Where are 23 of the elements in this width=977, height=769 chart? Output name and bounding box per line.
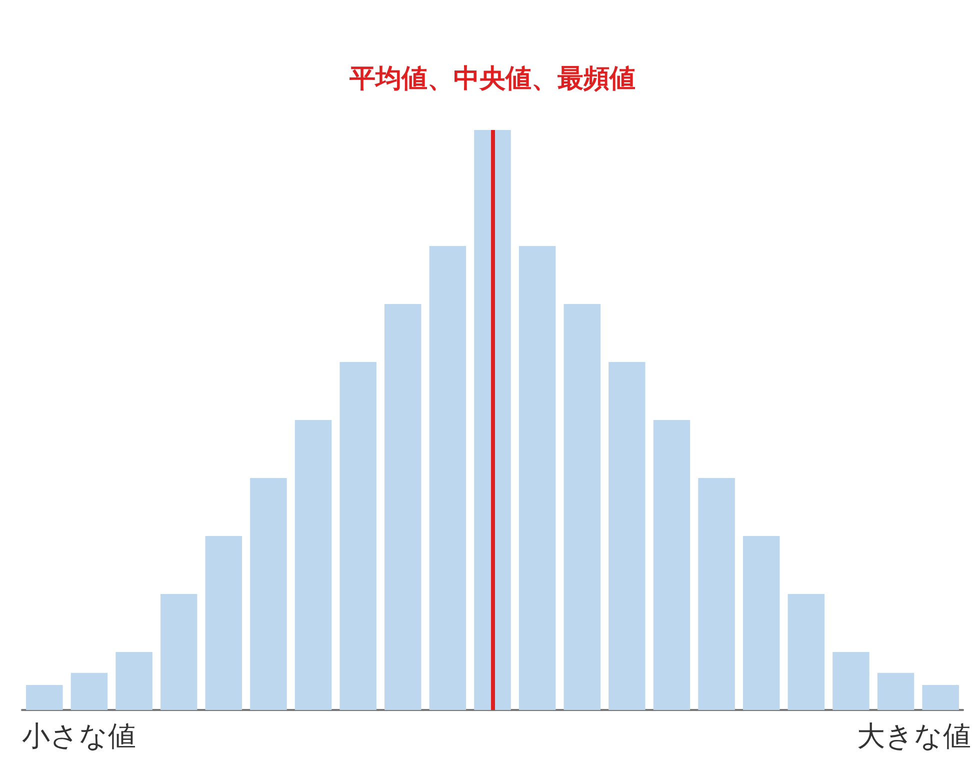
bar — [922, 685, 959, 710]
bar — [564, 304, 600, 710]
text: 平均値、中央値、最頻値 — [348, 64, 636, 94]
bar — [160, 594, 198, 710]
bar — [384, 304, 422, 710]
bar — [250, 478, 287, 710]
bar — [205, 536, 242, 710]
bar — [698, 478, 735, 710]
bar — [653, 420, 690, 710]
bar — [116, 652, 152, 710]
bar — [832, 652, 870, 710]
bar — [429, 246, 466, 710]
bar — [70, 672, 108, 710]
bar — [340, 362, 376, 710]
bar — [26, 685, 63, 710]
bar — [518, 246, 556, 710]
bar — [294, 420, 332, 710]
bar — [742, 536, 780, 710]
bar — [877, 672, 914, 710]
bar — [788, 594, 825, 710]
text: 小さな値 — [22, 720, 136, 752]
text: 大きな値 — [857, 720, 971, 752]
bar — [608, 362, 646, 710]
